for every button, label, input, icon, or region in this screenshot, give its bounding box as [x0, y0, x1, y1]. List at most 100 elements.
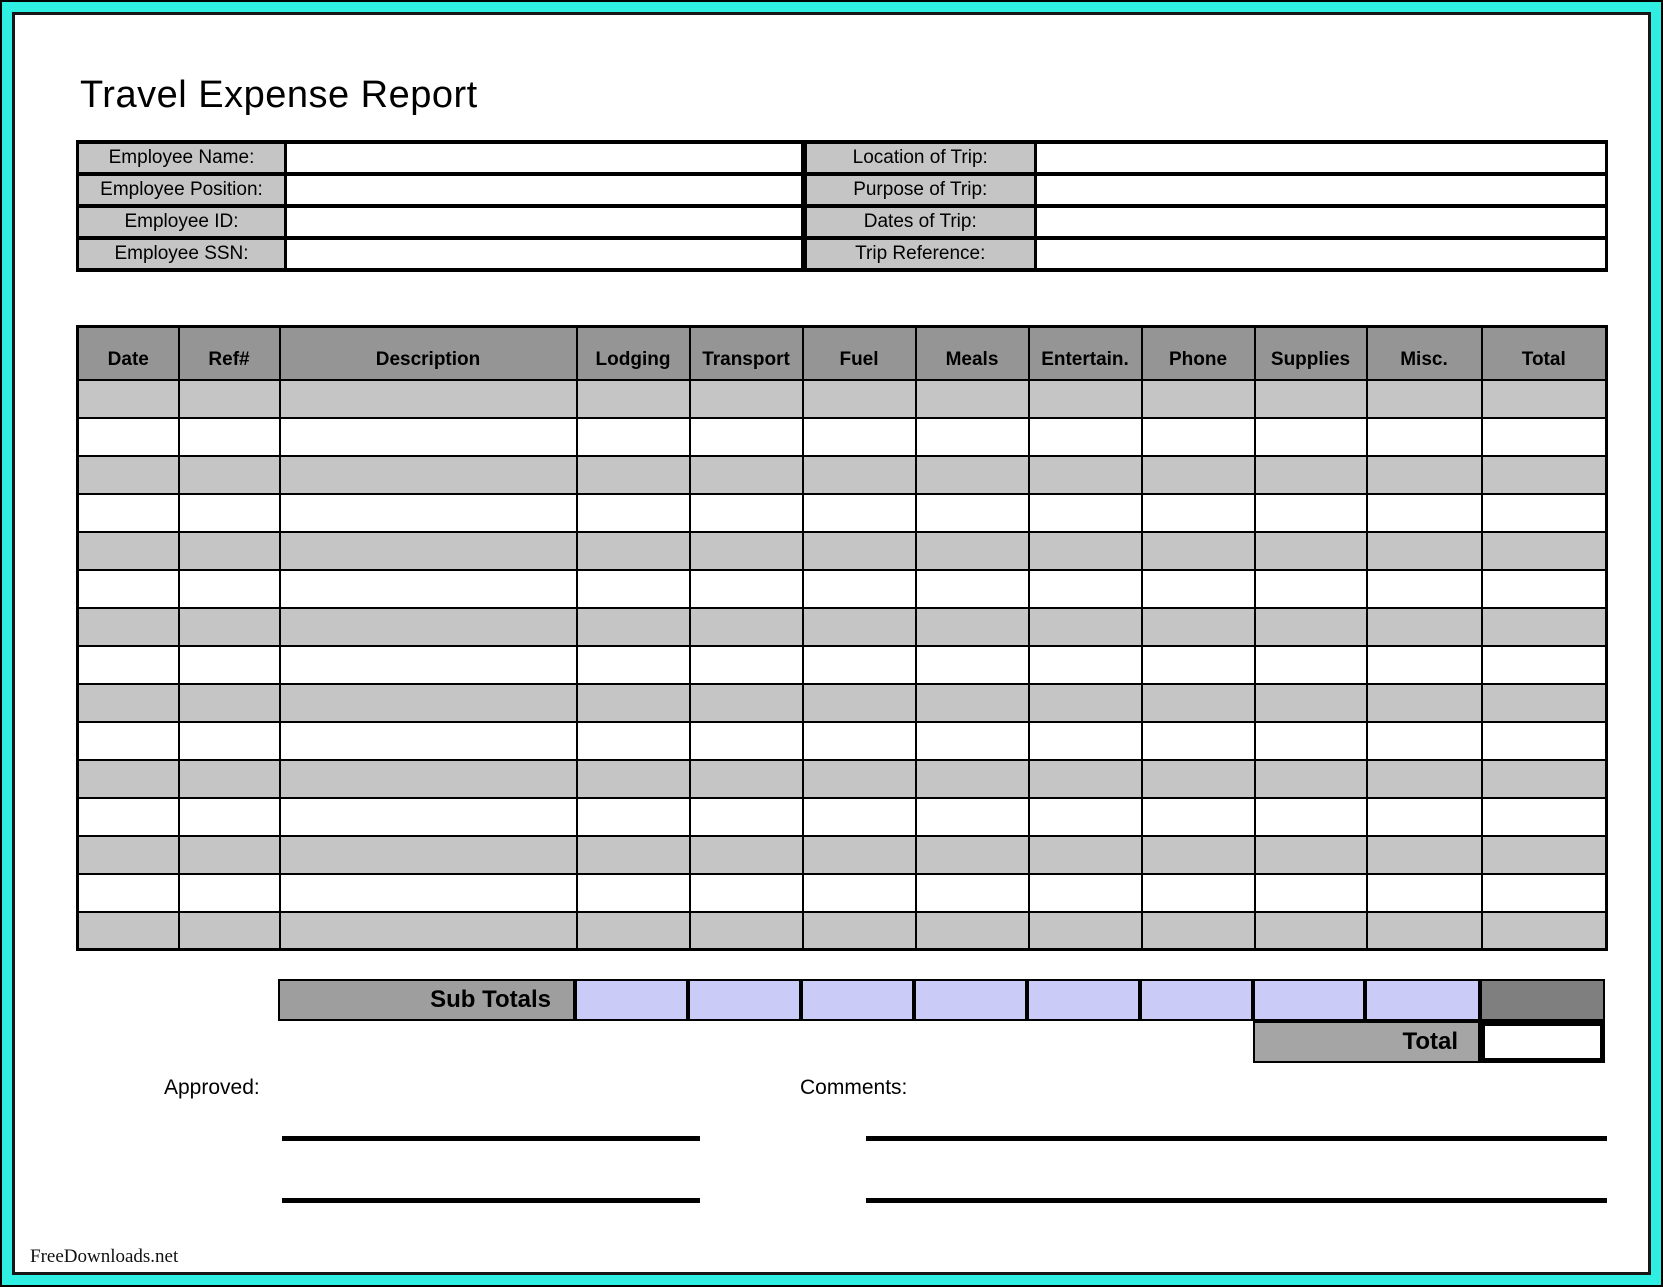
trip-reference-input[interactable]: [1034, 236, 1608, 272]
expense-cell[interactable]: [1253, 606, 1368, 647]
expense-cell[interactable]: [688, 530, 804, 571]
expense-cell[interactable]: [1480, 644, 1608, 685]
expense-cell[interactable]: [801, 872, 917, 913]
expense-cell[interactable]: [1480, 834, 1608, 875]
expense-cell[interactable]: [688, 720, 804, 761]
expense-cell[interactable]: [76, 454, 180, 495]
expense-cell[interactable]: [177, 758, 281, 799]
expense-cell[interactable]: [801, 644, 917, 685]
expense-cell[interactable]: [1365, 872, 1483, 913]
expense-cell[interactable]: [801, 834, 917, 875]
expense-cell[interactable]: [1027, 834, 1143, 875]
expense-cell[interactable]: [1365, 530, 1483, 571]
expense-cell[interactable]: [1365, 568, 1483, 609]
expense-cell[interactable]: [278, 492, 578, 533]
expense-cell[interactable]: [801, 416, 917, 457]
expense-cell[interactable]: [688, 568, 804, 609]
total-value-box[interactable]: [1480, 1021, 1605, 1063]
expense-cell[interactable]: [914, 644, 1030, 685]
purpose-of-trip-input[interactable]: [1034, 172, 1608, 208]
expense-cell[interactable]: [278, 834, 578, 875]
expense-cell[interactable]: [801, 758, 917, 799]
expense-cell[interactable]: [76, 682, 180, 723]
expense-cell[interactable]: [575, 796, 691, 837]
expense-cell[interactable]: [1253, 492, 1368, 533]
expense-cell[interactable]: [575, 454, 691, 495]
expense-cell[interactable]: [1253, 872, 1368, 913]
expense-cell[interactable]: [177, 796, 281, 837]
expense-cell[interactable]: [1027, 454, 1143, 495]
expense-cell[interactable]: [278, 758, 578, 799]
expense-cell[interactable]: [177, 416, 281, 457]
expense-cell[interactable]: [1365, 910, 1483, 951]
expense-cell[interactable]: [177, 454, 281, 495]
expense-cell[interactable]: [1027, 416, 1143, 457]
expense-cell[interactable]: [76, 720, 180, 761]
expense-cell[interactable]: [575, 872, 691, 913]
expense-cell[interactable]: [278, 530, 578, 571]
expense-cell[interactable]: [278, 796, 578, 837]
expense-cell[interactable]: [1253, 644, 1368, 685]
expense-cell[interactable]: [177, 606, 281, 647]
expense-cell[interactable]: [1480, 416, 1608, 457]
expense-cell[interactable]: [1140, 796, 1256, 837]
expense-cell[interactable]: [1027, 492, 1143, 533]
expense-cell[interactable]: [914, 454, 1030, 495]
expense-cell[interactable]: [278, 454, 578, 495]
expense-cell[interactable]: [575, 834, 691, 875]
expense-cell[interactable]: [575, 644, 691, 685]
expense-cell[interactable]: [1253, 454, 1368, 495]
expense-cell[interactable]: [177, 644, 281, 685]
expense-cell[interactable]: [801, 682, 917, 723]
expense-cell[interactable]: [1253, 720, 1368, 761]
expense-cell[interactable]: [801, 568, 917, 609]
employee-ssn-input[interactable]: [284, 236, 805, 272]
expense-cell[interactable]: [278, 910, 578, 951]
location-of-trip-input[interactable]: [1034, 140, 1608, 176]
expense-cell[interactable]: [688, 492, 804, 533]
expense-cell[interactable]: [1140, 682, 1256, 723]
expense-cell[interactable]: [76, 834, 180, 875]
expense-cell[interactable]: [177, 378, 281, 419]
expense-cell[interactable]: [801, 378, 917, 419]
expense-cell[interactable]: [914, 872, 1030, 913]
expense-cell[interactable]: [1027, 644, 1143, 685]
expense-cell[interactable]: [914, 682, 1030, 723]
expense-cell[interactable]: [801, 796, 917, 837]
expense-cell[interactable]: [575, 758, 691, 799]
expense-cell[interactable]: [688, 454, 804, 495]
expense-cell[interactable]: [177, 910, 281, 951]
expense-cell[interactable]: [76, 492, 180, 533]
expense-cell[interactable]: [1480, 796, 1608, 837]
subtotal-cell[interactable]: [1140, 979, 1253, 1021]
expense-cell[interactable]: [76, 758, 180, 799]
subtotal-cell[interactable]: [1253, 979, 1365, 1021]
subtotal-cell[interactable]: [1027, 979, 1140, 1021]
expense-cell[interactable]: [914, 834, 1030, 875]
expense-cell[interactable]: [1140, 606, 1256, 647]
expense-cell[interactable]: [1365, 454, 1483, 495]
expense-cell[interactable]: [688, 378, 804, 419]
expense-cell[interactable]: [1480, 682, 1608, 723]
expense-cell[interactable]: [575, 416, 691, 457]
expense-cell[interactable]: [1027, 720, 1143, 761]
expense-cell[interactable]: [1027, 910, 1143, 951]
expense-cell[interactable]: [1253, 416, 1368, 457]
expense-cell[interactable]: [801, 720, 917, 761]
expense-cell[interactable]: [1027, 606, 1143, 647]
expense-cell[interactable]: [1480, 606, 1608, 647]
expense-cell[interactable]: [688, 796, 804, 837]
expense-cell[interactable]: [688, 416, 804, 457]
expense-cell[interactable]: [1365, 606, 1483, 647]
expense-cell[interactable]: [914, 720, 1030, 761]
expense-cell[interactable]: [1365, 796, 1483, 837]
expense-cell[interactable]: [1480, 530, 1608, 571]
expense-cell[interactable]: [1140, 720, 1256, 761]
expense-cell[interactable]: [76, 606, 180, 647]
employee-name-input[interactable]: [284, 140, 805, 176]
expense-cell[interactable]: [177, 530, 281, 571]
expense-cell[interactable]: [1140, 758, 1256, 799]
expense-cell[interactable]: [801, 492, 917, 533]
expense-cell[interactable]: [801, 910, 917, 951]
expense-cell[interactable]: [1480, 492, 1608, 533]
